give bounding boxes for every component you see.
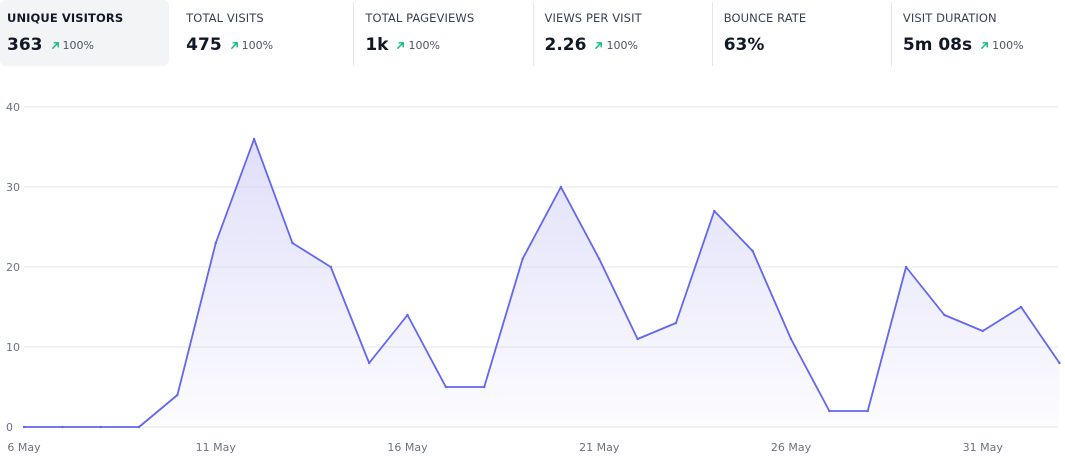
x-tick-label: 21 May: [579, 441, 620, 454]
y-tick-label: 40: [6, 101, 20, 114]
data-point[interactable]: [483, 385, 486, 389]
data-point[interactable]: [636, 337, 639, 341]
stat-value: 1k: [365, 35, 389, 55]
divider: [532, 2, 534, 66]
data-point[interactable]: [904, 265, 908, 269]
data-point[interactable]: [751, 249, 754, 253]
stat-change: 100%: [51, 39, 94, 52]
stat-change: 100%: [594, 39, 638, 52]
data-point[interactable]: [329, 265, 332, 269]
arrow-up-right-icon: [51, 42, 59, 49]
x-tick-label: 11 May: [196, 441, 237, 454]
stat-value: 63%: [723, 35, 765, 55]
data-point[interactable]: [943, 313, 946, 317]
data-point[interactable]: [291, 241, 294, 245]
x-tick-label: 6 May: [7, 441, 41, 454]
stat-change-text: 100%: [992, 39, 1024, 52]
data-point[interactable]: [866, 409, 869, 413]
arrow-up-right-icon: [230, 42, 238, 49]
data-points: [22, 137, 1061, 429]
visitors-area-chart[interactable]: 0 10 20 30 40 6 May 11 May 16 May 21 May 26 May 3…: [0, 86, 1065, 457]
data-point[interactable]: [828, 409, 831, 413]
data-point[interactable]: [61, 425, 64, 429]
stat-change-text: 100%: [241, 39, 274, 52]
stat-views-per-visit[interactable]: VIEWS PER VISIT 2.26 100%: [538, 0, 713, 66]
stat-change: 100%: [396, 39, 440, 52]
x-axis: 6 May 11 May 16 May 21 May 26 May 31 May: [7, 441, 1003, 454]
data-point[interactable]: [598, 257, 601, 261]
stat-label: UNIQUE VISITORS: [7, 11, 124, 25]
series-line: [24, 138, 1061, 428]
stat-row: 5m 08s 100%: [903, 35, 1065, 55]
stat-value: 475: [186, 35, 222, 55]
data-point[interactable]: [713, 209, 716, 213]
data-point[interactable]: [406, 313, 409, 317]
data-point[interactable]: [214, 241, 217, 245]
data-point[interactable]: [1058, 361, 1061, 365]
data-point[interactable]: [367, 361, 371, 365]
stat-total-pageviews[interactable]: TOTAL PAGEVIEWS 1k 100%: [358, 0, 534, 66]
stat-label: VISIT DURATION: [902, 11, 997, 25]
data-point[interactable]: [444, 385, 448, 389]
stat-row: 363 100%: [7, 35, 169, 55]
stat-label: TOTAL VISITS: [186, 11, 264, 25]
stat-row: 475 100%: [186, 35, 348, 55]
stat-value: 5m 08s: [902, 35, 973, 55]
y-tick-label: 30: [6, 181, 20, 194]
stat-visit-duration[interactable]: VISIT DURATION 5m 08s 100%: [896, 0, 1065, 66]
data-point[interactable]: [559, 185, 563, 189]
data-point[interactable]: [99, 425, 102, 429]
divider: [711, 2, 713, 66]
x-tick-label: 16 May: [387, 441, 428, 454]
data-point[interactable]: [674, 321, 678, 325]
stat-bounce-rate[interactable]: BOUNCE RATE 63%: [717, 0, 892, 66]
y-tick-label: 10: [6, 341, 20, 354]
stat-change: 100%: [980, 39, 1024, 52]
data-point[interactable]: [1019, 305, 1023, 309]
arrow-up-right-icon: [981, 42, 989, 49]
x-tick-label: 31 May: [963, 441, 1004, 454]
stat-unique-visitors[interactable]: UNIQUE VISITORS 363 100%: [0, 0, 170, 66]
stat-label: TOTAL PAGEVIEWS: [365, 11, 475, 25]
data-point[interactable]: [981, 329, 984, 333]
stat-change-text: 100%: [408, 39, 440, 52]
stat-value: 2.26: [544, 35, 587, 55]
divider: [890, 2, 892, 66]
divider: [353, 2, 355, 66]
y-tick-label: 0: [6, 421, 13, 434]
stat-row: 2.26 100%: [545, 35, 707, 55]
stat-row: 63%: [724, 35, 886, 55]
data-point[interactable]: [521, 257, 524, 261]
stat-change-text: 100%: [62, 39, 94, 52]
y-tick-label: 20: [6, 261, 20, 274]
stat-total-visits[interactable]: TOTAL VISITS 475 100%: [179, 0, 355, 66]
data-point[interactable]: [137, 425, 141, 429]
x-tick-label: 26 May: [771, 441, 812, 454]
stat-value: 363: [7, 35, 43, 55]
y-axis: 0 10 20 30 40: [6, 101, 20, 434]
data-point[interactable]: [252, 137, 256, 141]
arrow-up-right-icon: [397, 42, 405, 49]
stat-label: BOUNCE RATE: [723, 11, 807, 25]
data-point[interactable]: [789, 337, 793, 341]
data-point[interactable]: [22, 425, 26, 429]
stat-row: 1k 100%: [365, 35, 527, 55]
arrow-up-right-icon: [595, 42, 603, 49]
data-point[interactable]: [176, 393, 179, 397]
stat-change-text: 100%: [606, 39, 638, 52]
stats-bar: UNIQUE VISITORS 363 100% TOTAL VISITS 47…: [0, 0, 1065, 68]
stat-label: VIEWS PER VISIT: [544, 11, 642, 25]
stat-change: 100%: [230, 39, 273, 52]
series-area: [24, 139, 1060, 427]
